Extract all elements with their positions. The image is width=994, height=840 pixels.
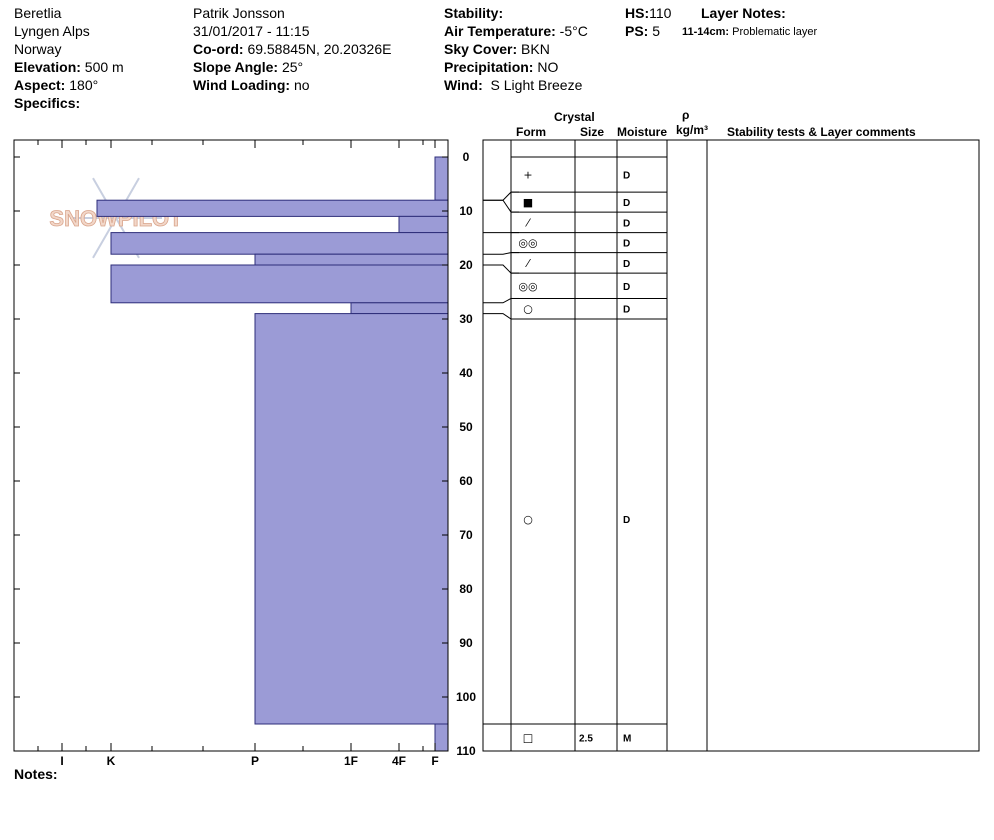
hardness-bar bbox=[254, 253, 449, 266]
depth-tick-label: 10 bbox=[459, 204, 473, 218]
grain-form-icon: ■ bbox=[523, 196, 533, 209]
comments-header: Stability tests & Layer comments bbox=[727, 125, 916, 139]
slope-angle: Slope Angle: 25° bbox=[193, 59, 304, 75]
hardness-bar bbox=[434, 723, 449, 752]
grain-form-icon: ⁄ bbox=[524, 216, 531, 229]
moisture-value: D bbox=[623, 282, 630, 293]
crystal-header: Crystal bbox=[554, 110, 595, 124]
snowflake-icon bbox=[92, 217, 117, 259]
grain-form-icon: ○ bbox=[523, 513, 533, 526]
air-temperature: Air Temperature: -5°C bbox=[444, 23, 588, 39]
layer-connector-line bbox=[483, 199, 512, 213]
grain-form-icon: ⁄ bbox=[524, 257, 531, 270]
depth-tick-label: 90 bbox=[459, 636, 473, 650]
elevation: Elevation: 500 m bbox=[14, 59, 124, 75]
hardness-tick-label: P bbox=[251, 754, 259, 768]
size-header: Size bbox=[580, 125, 605, 139]
moisture-value: D bbox=[623, 218, 630, 229]
grain-size-value: 2.5 bbox=[579, 734, 593, 745]
layer-notes-heading: Layer Notes: bbox=[701, 5, 786, 21]
aspect: Aspect: 180° bbox=[14, 77, 99, 93]
hardness-bar bbox=[434, 156, 449, 201]
depth-tick-label: 0 bbox=[463, 150, 470, 164]
snow-height: HS:110 bbox=[625, 5, 672, 21]
moisture-value: D bbox=[623, 515, 630, 526]
range-name: Lyngen Alps bbox=[14, 23, 90, 39]
depth-tick-label: 110 bbox=[456, 744, 476, 758]
precipitation: Precipitation: NO bbox=[444, 59, 559, 75]
hardness-bar bbox=[398, 215, 449, 234]
grain-form-icon: + bbox=[523, 169, 532, 182]
hardness-bar bbox=[254, 313, 449, 725]
hardness-bar bbox=[96, 199, 449, 217]
hardness-tick-label: I bbox=[60, 754, 63, 768]
density-unit: kg/m³ bbox=[676, 123, 709, 137]
hardness-bar bbox=[350, 302, 449, 315]
location-name: Beretlia bbox=[14, 5, 62, 21]
form-header: Form bbox=[516, 125, 546, 139]
grain-form-icon: ◎◎ bbox=[518, 280, 537, 293]
layer-connector-line bbox=[483, 252, 512, 255]
hardness-tick-label: 4F bbox=[392, 754, 406, 768]
grain-form-icon: □ bbox=[523, 732, 533, 745]
depth-tick-label: 80 bbox=[459, 582, 473, 596]
wind-loading: Wind Loading: no bbox=[193, 77, 310, 93]
hardness-plot-frame bbox=[13, 139, 449, 752]
hardness-tick-label: F bbox=[431, 754, 438, 768]
moisture-value: M bbox=[623, 734, 631, 745]
depth-tick-label: 20 bbox=[459, 258, 473, 272]
density-symbol: ρ bbox=[682, 108, 690, 122]
layer-connector-line bbox=[483, 191, 512, 201]
depth-tick-label: 60 bbox=[459, 474, 473, 488]
grain-form-icon: ○ bbox=[523, 303, 533, 316]
depth-tick-label: 100 bbox=[456, 690, 476, 704]
country-name: Norway bbox=[14, 41, 62, 57]
hardness-tick-label: K bbox=[107, 754, 116, 768]
observation-datetime: 31/01/2017 - 11:15 bbox=[193, 23, 310, 39]
specifics: Specifics: bbox=[14, 95, 81, 111]
wind: Wind: S Light Breeze bbox=[444, 77, 583, 93]
moisture-value: D bbox=[623, 305, 630, 316]
layer-table-frame bbox=[482, 139, 980, 752]
notes-label: Notes: bbox=[14, 766, 58, 782]
depth-tick-label: 40 bbox=[459, 366, 473, 380]
depth-tick-label: 30 bbox=[459, 312, 473, 326]
depth-tick-label: 70 bbox=[459, 528, 473, 542]
observer-name: Patrik Jonsson bbox=[193, 5, 285, 21]
moisture-value: D bbox=[623, 259, 630, 270]
sky-cover: Sky Cover: BKN bbox=[444, 41, 550, 57]
stability: Stability: bbox=[444, 5, 504, 21]
moisture-value: D bbox=[623, 198, 630, 209]
layer-connector-line bbox=[483, 313, 512, 320]
moisture-value: D bbox=[623, 171, 630, 182]
hardness-tick-label: 1F bbox=[344, 754, 358, 768]
moisture-value: D bbox=[623, 239, 630, 250]
layer-note: 11-14cm: Problematic layer bbox=[682, 26, 818, 38]
depth-tick-label: 50 bbox=[459, 420, 473, 434]
grain-form-icon: ◎◎ bbox=[518, 237, 537, 250]
coordinates: Co-ord: 69.58845N, 20.20326E bbox=[193, 41, 392, 57]
moisture-header: Moisture bbox=[617, 125, 668, 139]
hardness-bar bbox=[110, 264, 449, 304]
hardness-bar bbox=[110, 232, 449, 255]
layer-connector-line bbox=[483, 264, 512, 274]
layer-connector-line bbox=[483, 298, 512, 304]
pit-depth: PS: 5 bbox=[625, 23, 661, 39]
